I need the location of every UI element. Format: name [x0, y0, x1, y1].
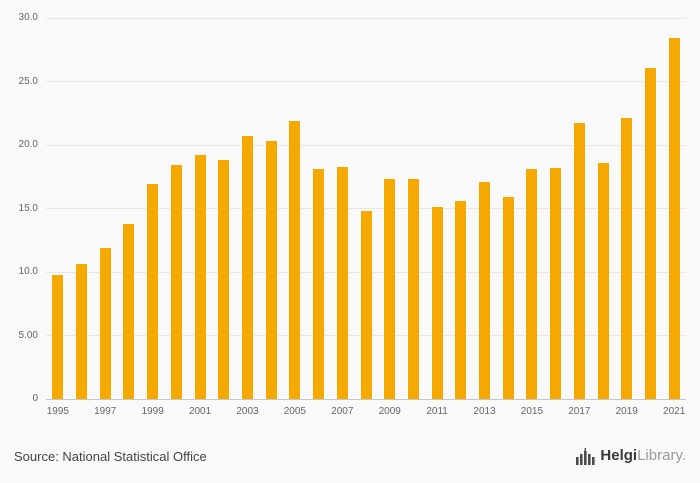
y-axis-label: 15.0	[18, 202, 38, 214]
bar	[99, 247, 111, 399]
bar	[52, 274, 64, 399]
x-axis-label: 2009	[378, 406, 401, 417]
y-axis-label: 0	[32, 393, 38, 404]
x-axis-label: 2013	[473, 406, 496, 417]
x-axis-label: 2001	[188, 406, 212, 417]
bar	[502, 197, 514, 399]
gridline	[46, 208, 686, 209]
bar	[407, 179, 419, 399]
logo-text-secondary: Library.	[637, 447, 686, 464]
bar	[313, 169, 325, 399]
x-axis-label: 1997	[94, 406, 117, 417]
helgi-logo-icon	[576, 447, 596, 465]
bar-chart: 0 5.00 10.0 15.0 20.0 25.0 30.0 1995 1997 1999 20…	[18, 12, 686, 420]
x-axis-label: 2007	[331, 406, 354, 417]
bar	[218, 160, 230, 399]
x-axis-label: 2005	[283, 406, 306, 417]
gridline	[46, 17, 686, 19]
bar	[241, 136, 253, 399]
logo-text: HelgiLibrary.	[600, 448, 686, 464]
y-axis-label: 5.00	[18, 329, 38, 341]
y-axis-label: 10.0	[18, 266, 38, 277]
bar	[170, 165, 182, 399]
bar	[668, 38, 680, 399]
x-axis-label: 1995	[46, 406, 69, 417]
bar	[360, 211, 372, 399]
bar	[265, 141, 277, 399]
bar	[147, 184, 159, 399]
bar	[479, 181, 491, 399]
y-axis-label: 25.0	[18, 75, 38, 87]
y-axis-label: 30.0	[18, 12, 38, 23]
bar	[573, 123, 585, 399]
bar	[526, 169, 538, 399]
bar	[123, 223, 135, 399]
source-text: Source: National Statistical Office	[14, 448, 207, 464]
bar	[455, 200, 467, 399]
x-axis-label: 2017	[568, 406, 591, 417]
x-axis-label: 2021	[663, 406, 686, 417]
x-axis: 1995 1997 1999 2001 2003 2005 2007 2009 2011 2013…	[46, 406, 686, 420]
bar	[336, 166, 348, 399]
x-axis-label: 2019	[615, 406, 638, 417]
bar	[194, 155, 206, 399]
bar	[76, 264, 88, 399]
bar	[597, 162, 609, 399]
x-axis-label: 2003	[236, 406, 259, 417]
bar	[621, 118, 633, 399]
gridline	[46, 81, 686, 82]
y-axis-label: 20.0	[18, 139, 38, 150]
bar	[431, 207, 443, 399]
bar	[644, 67, 656, 399]
logo-text-primary: Helgi	[600, 447, 638, 464]
plot-area	[46, 17, 686, 400]
x-axis-label: 1999	[141, 406, 164, 417]
bar	[550, 167, 562, 399]
helgi-library-logo[interactable]: HelgiLibrary.	[575, 447, 686, 465]
bar	[289, 120, 301, 399]
gridline	[46, 144, 686, 146]
chart-footer: Source: National Statistical Office Helg…	[0, 435, 700, 483]
x-axis-label: 2011	[426, 406, 448, 417]
bar	[384, 179, 396, 399]
x-axis-label: 2015	[520, 406, 544, 417]
